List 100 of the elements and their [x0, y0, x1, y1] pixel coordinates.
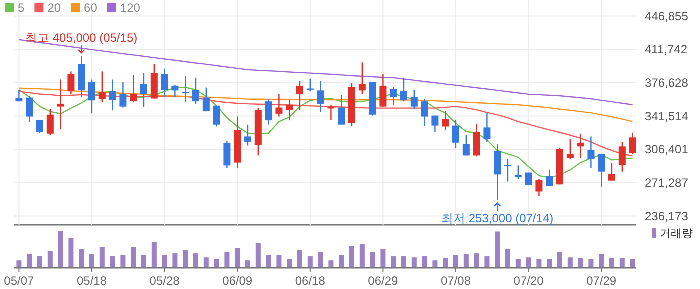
- bar: [194, 254, 198, 268]
- bar: [16, 260, 22, 268]
- bar: [27, 254, 32, 268]
- bar: [464, 254, 469, 268]
- bar: [422, 256, 428, 268]
- bar: [578, 258, 584, 268]
- bar: [547, 259, 552, 268]
- candlestick: [598, 154, 606, 188]
- candlestick: [192, 77, 200, 106]
- candlestick: [109, 79, 116, 112]
- candlestick: [265, 98, 272, 126]
- y-tick-label: 376,628: [645, 76, 689, 90]
- legend-label: 5: [18, 1, 25, 15]
- candlestick: [26, 95, 34, 123]
- legend-label: 20: [48, 1, 62, 15]
- legend-label: 120: [120, 1, 141, 15]
- bar: [610, 258, 614, 268]
- bar: [536, 259, 542, 268]
- bar: [79, 250, 84, 268]
- candlestick: [380, 73, 387, 108]
- candlestick: [172, 84, 179, 98]
- bar: [58, 231, 64, 268]
- bar: [214, 259, 220, 268]
- y-tick-label: 446,855: [645, 9, 689, 24]
- candlestick: [536, 178, 543, 197]
- y-tick-label: 306,401: [645, 142, 689, 157]
- bar: [110, 256, 116, 268]
- bar: [235, 248, 240, 268]
- x-tick-label: 07/20: [514, 274, 544, 288]
- candlestick: [286, 100, 294, 122]
- bar: [318, 252, 324, 268]
- bar: [100, 247, 105, 268]
- bar: [183, 250, 188, 268]
- bar: [474, 254, 480, 268]
- x-tick-label: 05/28: [150, 274, 180, 288]
- bar: [204, 258, 209, 268]
- candlestick: [358, 62, 366, 95]
- bar: [484, 256, 490, 268]
- candlestick: [566, 138, 574, 160]
- bar: [568, 258, 573, 268]
- candlestick: [432, 115, 439, 133]
- candlestick: [629, 132, 636, 155]
- bar: [350, 246, 354, 268]
- candlestick: [514, 165, 522, 180]
- candlestick: [452, 119, 460, 150]
- bar: [380, 250, 386, 268]
- annotation: 최고 405,000 (05/15): [26, 31, 138, 46]
- bar: [506, 250, 510, 268]
- candlestick: [120, 82, 127, 108]
- candlestick: [161, 68, 168, 98]
- candlestick: [473, 123, 480, 158]
- x-tick-label: 05/18: [76, 274, 108, 288]
- bar: [142, 255, 146, 268]
- candlestick: [494, 144, 502, 201]
- bar: [172, 254, 178, 268]
- candlestick: [608, 162, 616, 182]
- bar: [620, 258, 625, 268]
- candlestick: [296, 80, 304, 111]
- bar: [402, 256, 406, 268]
- candlestick: [68, 71, 75, 95]
- bar: [308, 256, 313, 268]
- x-tick-label: 05/07: [4, 274, 35, 288]
- bar: [256, 243, 261, 268]
- candlestick: [317, 80, 324, 114]
- candlestick: [618, 142, 626, 172]
- candlestick: [421, 98, 428, 127]
- candlestick: [588, 136, 595, 169]
- candlestick: [442, 110, 450, 132]
- bar: [588, 259, 594, 268]
- candlestick: [390, 86, 398, 106]
- annotation: 최저 253,000 (07/14): [442, 211, 554, 226]
- candlestick: [36, 119, 44, 134]
- candlestick: [410, 90, 418, 110]
- candlestick: [577, 133, 584, 159]
- candlestick: [98, 71, 106, 104]
- candlestick: [504, 158, 512, 182]
- bar: [68, 238, 74, 268]
- bar: [287, 259, 292, 268]
- bar: [412, 258, 417, 268]
- bar: [516, 259, 521, 268]
- y-tick-label: 411,742: [645, 42, 688, 57]
- bar: [246, 260, 250, 268]
- candlestick: [213, 105, 220, 128]
- bar: [162, 255, 168, 268]
- bar: [495, 232, 500, 268]
- y-tick-label: 236,173: [645, 209, 689, 224]
- candlestick: [202, 87, 210, 112]
- bar: [391, 256, 396, 268]
- bar: [526, 258, 532, 268]
- bar: [38, 256, 42, 268]
- bar: [90, 254, 94, 268]
- x-tick-label: 06/18: [295, 274, 326, 288]
- x-tick-label: 06/29: [368, 274, 399, 288]
- bar: [630, 259, 636, 268]
- bar: [328, 260, 334, 268]
- y-tick-label: 341,514: [645, 109, 689, 124]
- bar: [276, 255, 282, 268]
- candlestick: [88, 79, 96, 114]
- legend-label: 60: [84, 1, 98, 15]
- candlestick: [224, 140, 231, 170]
